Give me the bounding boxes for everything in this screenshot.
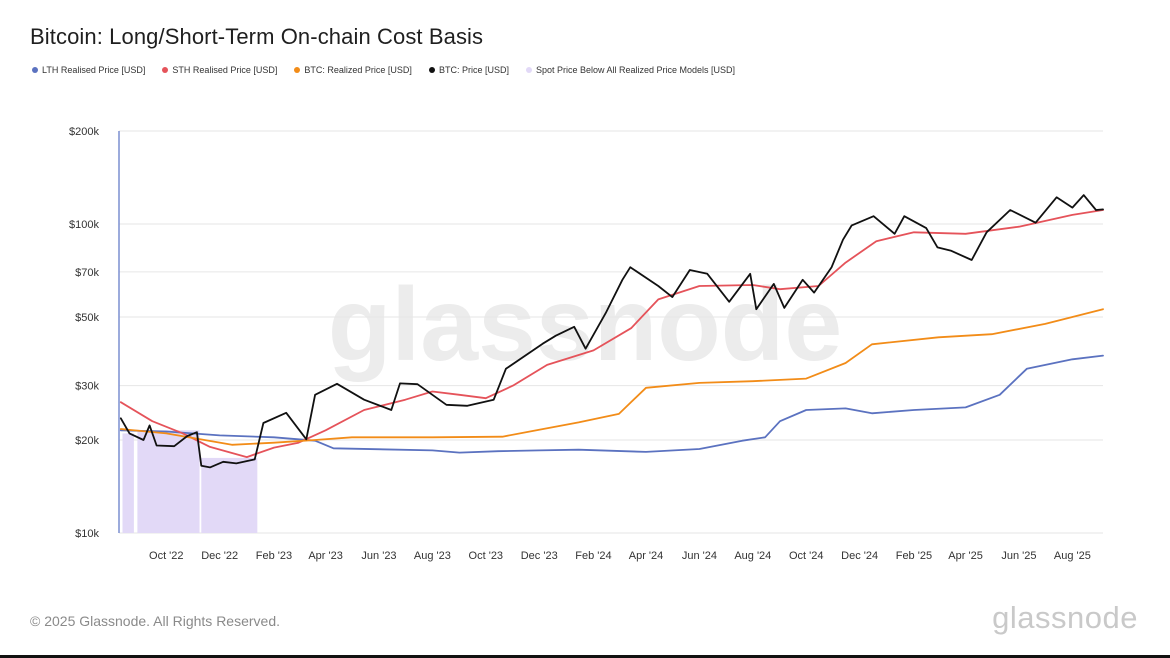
y-tick-label: $10k (75, 528, 99, 540)
series-lines (119, 194, 1104, 469)
legend-item-realized[interactable]: BTC: Realized Price [USD] (294, 65, 412, 75)
series-line-sth[interactable] (119, 209, 1104, 458)
watermark-text: glassnode (328, 267, 842, 383)
x-tick-label: Jun '24 (682, 550, 717, 562)
y-tick-label: $20k (75, 435, 99, 447)
x-tick-label: Feb '23 (256, 550, 292, 562)
x-tick-label: Apr '24 (629, 550, 664, 562)
legend-swatch-spot-below (525, 67, 532, 73)
chart-legend: LTH Realised Price [USD] STH Realised Pr… (32, 65, 735, 75)
series-line-price[interactable] (119, 194, 1104, 469)
bottom-divider (0, 655, 1170, 658)
legend-label-price: BTC: Price [USD] (438, 65, 509, 75)
y-tick-label: $50k (75, 312, 99, 324)
shaded-region (201, 457, 258, 533)
legend-label-realized: BTC: Realized Price [USD] (304, 65, 412, 75)
shaded-regions (122, 430, 258, 533)
x-tick-label: Apr '23 (308, 550, 343, 562)
brand-logo: glassnode (992, 600, 1138, 635)
x-tick-label: Oct '23 (469, 550, 504, 562)
legend-label-lth: LTH Realised Price [USD] (42, 65, 146, 75)
legend-swatch-price (428, 67, 435, 73)
legend-swatch-lth (32, 67, 38, 73)
chart-title: Bitcoin: Long/Short-Term On-chain Cost B… (30, 24, 484, 49)
x-tick-label: Oct '22 (149, 550, 184, 562)
x-tick-label: Dec '24 (841, 550, 878, 562)
legend-item-sth[interactable]: STH Realised Price [USD] (162, 65, 277, 75)
x-tick-label: Dec '23 (521, 550, 558, 562)
grid-lines (119, 130, 1103, 534)
x-tick-label: Oct '24 (789, 550, 824, 562)
y-tick-label: $70k (75, 267, 99, 279)
y-tick-label: $30k (75, 381, 99, 393)
legend-item-lth[interactable]: LTH Realised Price [USD] (32, 65, 145, 75)
x-tick-label: Jun '23 (361, 550, 396, 562)
legend-item-spot-below[interactable]: Spot Price Below All Realized Price Mode… (525, 65, 736, 75)
y-tick-label: $200k (69, 126, 99, 138)
legend-swatch-sth (162, 67, 169, 73)
x-axis-ticks: Oct '22 Dec '22 Feb '23 Apr '23 Jun '23 Aug '… (149, 550, 1091, 562)
y-tick-label: $100k (69, 219, 99, 231)
x-tick-label: Feb '25 (896, 550, 932, 562)
x-tick-label: Aug '25 (1054, 550, 1091, 562)
legend-swatch-realized (294, 67, 301, 73)
x-tick-label: Dec '22 (201, 550, 238, 562)
shaded-region (137, 430, 200, 533)
legend-label-spot-below: Spot Price Below All Realized Price Mode… (535, 65, 736, 75)
x-tick-label: Aug '24 (734, 550, 771, 562)
copyright-text: © 2025 Glassnode. All Rights Reserved. (30, 613, 281, 629)
shaded-region (122, 433, 134, 533)
legend-item-price[interactable]: BTC: Price [USD] (428, 65, 509, 75)
series-line-realized[interactable] (119, 308, 1104, 446)
legend-label-sth: STH Realised Price [USD] (172, 65, 278, 75)
x-tick-label: Jun '25 (1001, 550, 1036, 562)
y-axis-ticks: $10k $20k $30k $50k $70k $100k $200k (69, 126, 99, 540)
x-tick-label: Apr '25 (948, 550, 983, 562)
x-tick-label: Feb '24 (575, 550, 611, 562)
x-tick-label: Aug '23 (414, 550, 451, 562)
